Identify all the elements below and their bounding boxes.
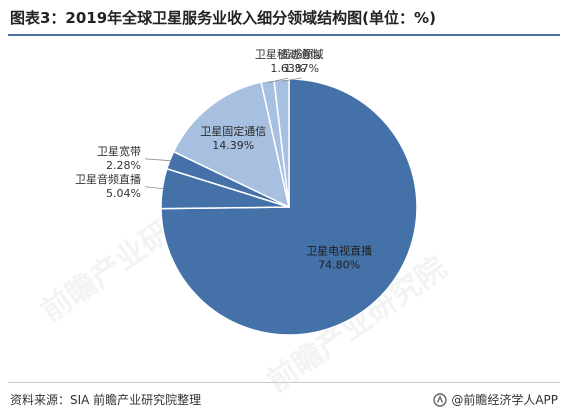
brand-text: @前瞻经济学人APP	[451, 393, 558, 407]
brand-credit: @前瞻经济学人APP	[433, 388, 558, 412]
pie-slice-3	[172, 81, 291, 209]
title-divider	[8, 34, 560, 36]
leader-line-5	[281, 77, 302, 82]
slice-label-0-value: 74.80%	[318, 258, 360, 271]
brand-logo-icon	[433, 393, 448, 407]
slice-label-4-value: 1.63%	[270, 62, 305, 75]
slice-label-0-name: 卫星电视直播	[306, 243, 372, 257]
leader-line-2	[144, 158, 172, 162]
pie-slice-0	[160, 78, 418, 336]
footer: 资料来源：SIA 前瞻产业研究院整理 @前瞻经济学人APP	[10, 388, 558, 412]
chart-title: 图表3：2019年全球卫星服务业收入细分领域结构图(单位：%)	[10, 9, 436, 27]
pie-chart: 卫星电视直播 74.80% 卫星音频直播 5.04% 卫星宽带 2.28% 卫星固定通信 14…	[8, 40, 560, 376]
slice-label-4-name: 卫星移动通信	[255, 48, 321, 61]
slice-label-3-name: 卫星固定通信	[200, 124, 266, 138]
leader-line-4	[267, 77, 288, 84]
leader-lines	[144, 77, 302, 190]
leader-line-1	[144, 186, 165, 190]
slice-label-3-value: 14.39%	[212, 139, 254, 152]
slice-label-5-value: 1.87%	[284, 62, 319, 75]
slice-label-1-value: 5.04%	[106, 187, 141, 200]
footer-divider	[8, 382, 560, 383]
slice-label-2-value: 2.28%	[106, 159, 141, 172]
source-note: 资料来源：SIA 前瞻产业研究院整理	[10, 393, 202, 407]
pie-slices	[160, 78, 418, 336]
slice-label-5-name: 遥感领域	[280, 48, 324, 61]
slice-label-2-name: 卫星宽带	[97, 144, 141, 158]
slice-label-1-name: 卫星音频直播	[75, 172, 141, 186]
